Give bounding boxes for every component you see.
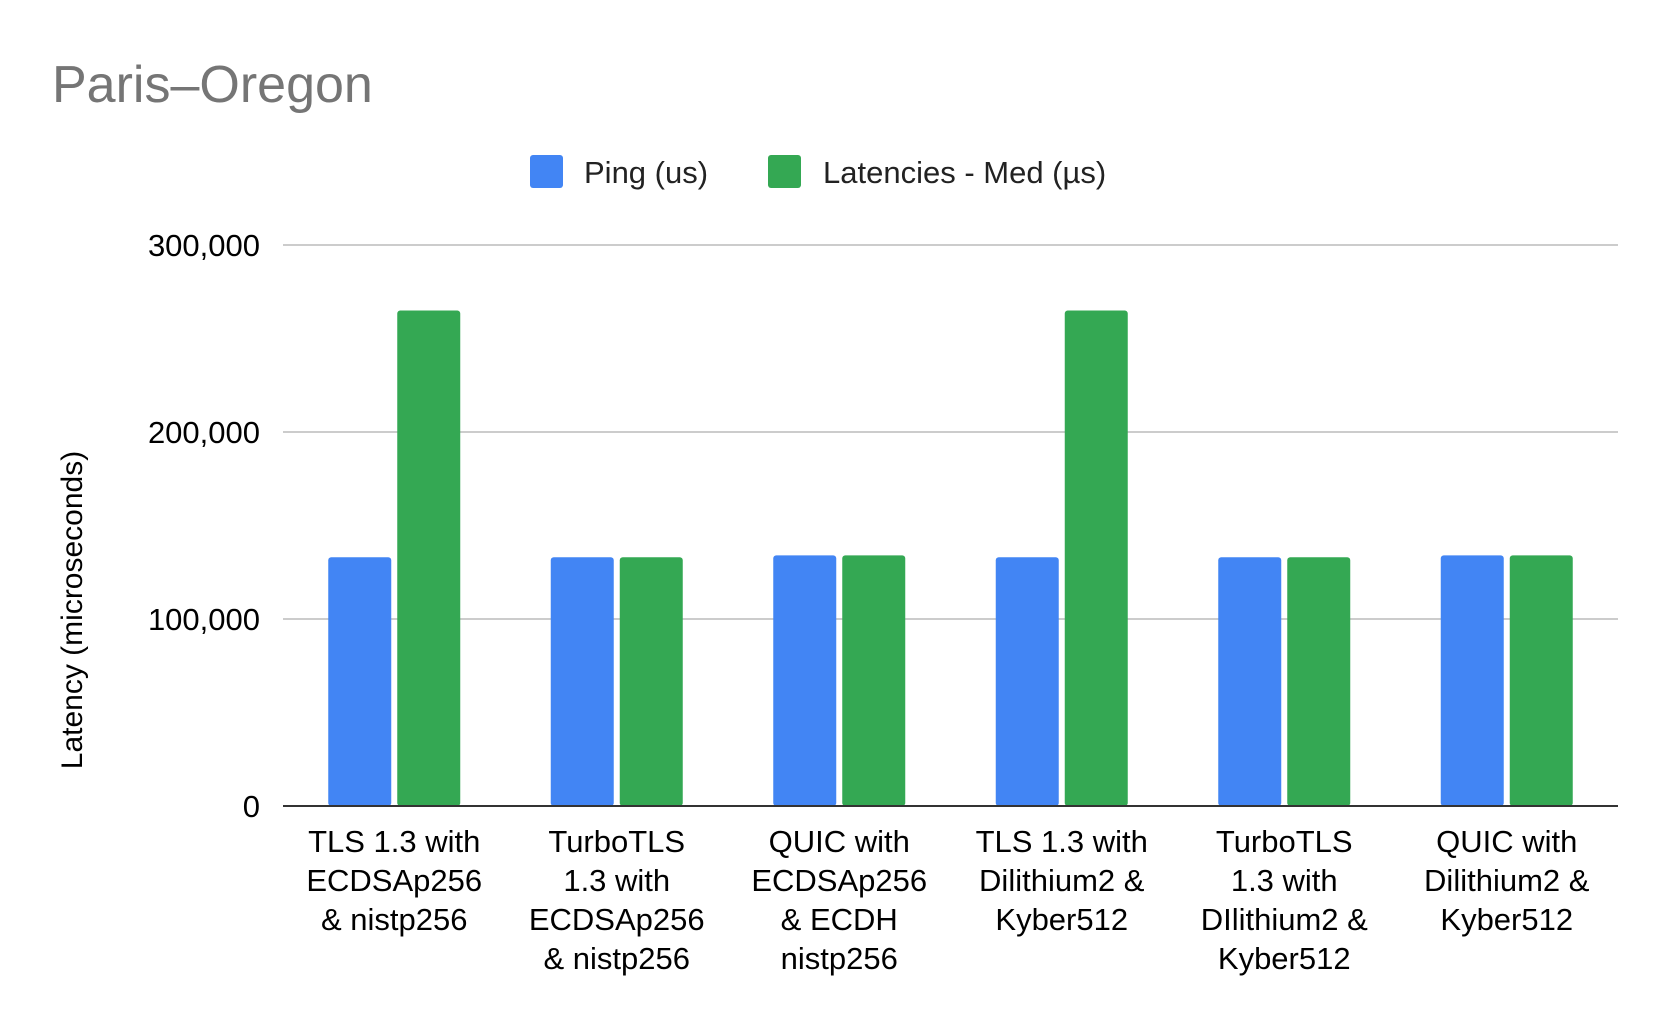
x-tick-label-line: & ECDH <box>781 902 898 937</box>
x-tick-label-line: TurboTLS <box>548 824 685 859</box>
x-tick-label-line: 1.3 with <box>1231 863 1338 898</box>
y-tick-label: 100,000 <box>148 602 260 637</box>
legend-swatch <box>768 155 801 188</box>
bar-latency-med <box>1064 310 1128 806</box>
x-tick-label-line: DIlithium2 & <box>1201 902 1368 937</box>
x-tick-label: TLS 1.3 with ECDSAp256 & nistp256 <box>306 824 482 937</box>
x-tick-label-line: QUIC with <box>769 824 910 859</box>
x-tick-label-line: nistp256 <box>781 941 898 976</box>
y-tick-label: 200,000 <box>148 415 260 450</box>
bar-ping <box>773 555 837 806</box>
x-tick-label: TLS 1.3 with Dilithium2 & Kyber512 <box>976 824 1148 937</box>
gridlines <box>283 244 1618 620</box>
bar-latency-med <box>842 555 906 806</box>
x-tick-label: QUIC with Dilithium2 & Kyber512 <box>1424 824 1590 937</box>
x-tick-label-line: Kyber512 <box>1218 941 1351 976</box>
x-tick-label: TurboTLS 1.3 with DIlithium2 & Kyber512 <box>1201 824 1368 976</box>
x-tick-label-line: Dilithium2 & <box>1424 863 1590 898</box>
y-axis-ticks: 0 100,000 200,000 300,000 <box>148 228 260 824</box>
bar-ping <box>550 557 614 806</box>
legend-label: Ping (us) <box>584 155 708 190</box>
x-tick-label-line: ECDSAp256 <box>751 863 927 898</box>
bar-ping <box>328 557 392 806</box>
legend-label: Latencies - Med (µs) <box>823 155 1106 190</box>
bar-latency-med <box>397 310 461 806</box>
x-tick-label-line: QUIC with <box>1436 824 1577 859</box>
x-tick-label-line: ECDSAp256 <box>529 902 705 937</box>
x-tick-label: TurboTLS 1.3 with ECDSAp256 & nistp256 <box>529 824 705 976</box>
y-axis-label: Latency (microseconds) <box>56 451 89 769</box>
x-tick-label-line: Kyber512 <box>995 902 1128 937</box>
x-tick-label-line: 1.3 with <box>563 863 670 898</box>
x-tick-label-line: & nistp256 <box>321 902 468 937</box>
x-tick-label-line: & nistp256 <box>544 941 691 976</box>
bar-latency-med <box>1509 555 1573 806</box>
x-tick-label-line: TurboTLS <box>1216 824 1353 859</box>
bar-ping <box>995 557 1059 806</box>
x-tick-label-line: Dilithium2 & <box>979 863 1145 898</box>
bar-ping <box>1218 557 1282 806</box>
y-tick-label: 300,000 <box>148 228 260 263</box>
chart-title: Paris–Oregon <box>52 56 373 114</box>
x-tick-label-line: TLS 1.3 with <box>976 824 1148 859</box>
bars <box>328 310 1573 806</box>
bar-latency-med <box>1287 557 1351 806</box>
x-tick-label-line: TLS 1.3 with <box>308 824 480 859</box>
legend: Ping (us) Latencies - Med (µs) <box>530 155 1106 190</box>
bar-latency-med <box>619 557 683 806</box>
x-axis-tick-labels: TLS 1.3 with ECDSAp256 & nistp256 TurboTLS 1… <box>306 824 1589 976</box>
y-tick-label: 0 <box>243 789 260 824</box>
x-tick-label-line: ECDSAp256 <box>306 863 482 898</box>
legend-swatch <box>530 155 563 188</box>
x-tick-label: QUIC with ECDSAp256 & ECDH nistp256 <box>751 824 927 976</box>
bar-ping <box>1440 555 1504 806</box>
x-tick-label-line: Kyber512 <box>1440 902 1573 937</box>
